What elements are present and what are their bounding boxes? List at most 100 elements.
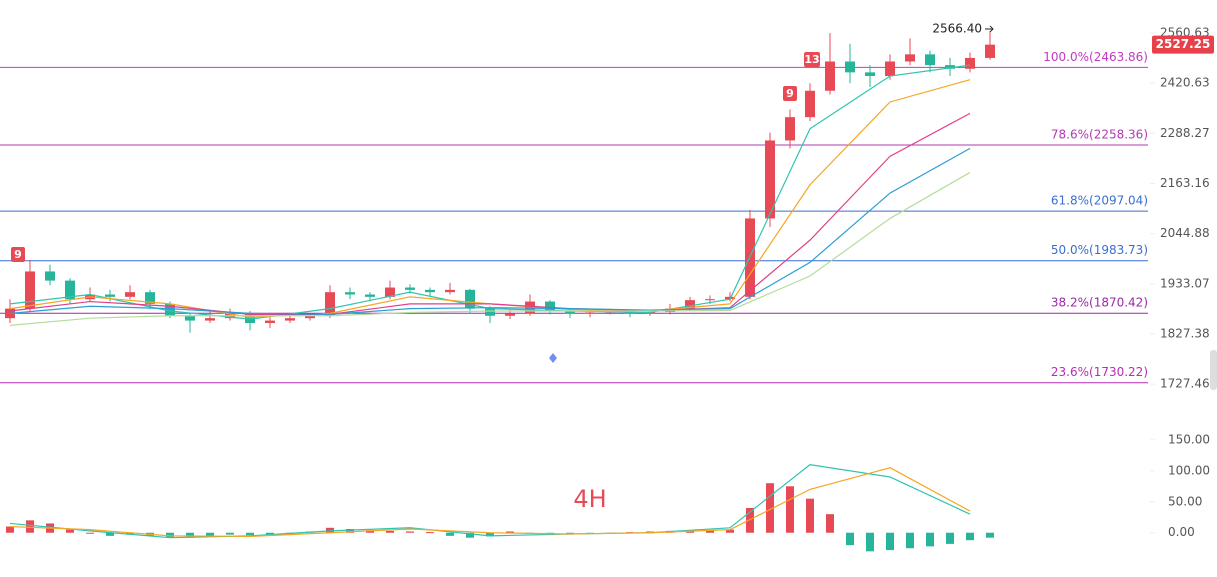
count-label: 9: [786, 87, 794, 100]
candle-body: [925, 54, 935, 66]
macd-bar: [886, 532, 894, 551]
macd-bar: [126, 532, 134, 535]
candle-body: [685, 300, 695, 309]
candle-body: [25, 271, 35, 309]
candle-body: [485, 308, 495, 316]
fib-label: 61.8%(2097.04): [1051, 194, 1148, 208]
count-label: 9: [14, 248, 22, 261]
macd-line: [9, 463, 971, 539]
candle-body: [205, 318, 215, 321]
candle-body: [445, 289, 455, 293]
macd-bar: [66, 529, 74, 533]
candle-body: [345, 292, 355, 295]
moving-average: [9, 64, 971, 320]
macd-bar: [946, 532, 954, 544]
high-arrow: [985, 25, 994, 33]
moving-average: [9, 147, 971, 315]
candle-body: [185, 315, 195, 321]
candle-body: [705, 299, 715, 301]
candle-body: [365, 294, 375, 297]
candle-body: [905, 54, 915, 62]
candle-body: [865, 72, 875, 77]
macd-bar: [726, 529, 734, 533]
moving-average: [9, 112, 971, 315]
count-badge: [804, 52, 820, 67]
candle-body: [245, 313, 255, 323]
y-tick-label: 50.00: [1168, 494, 1202, 508]
macd-bar: [106, 532, 114, 536]
candle-body: [965, 57, 975, 69]
macd-bar: [766, 483, 774, 533]
candle-body: [405, 287, 415, 290]
count-badge: [783, 86, 797, 101]
macd-bar: [846, 532, 854, 546]
macd-bar: [166, 532, 174, 538]
cursor-marker: [549, 353, 557, 363]
candle-body: [765, 140, 775, 219]
y-tick-label: 2163.16: [1160, 176, 1210, 190]
macd-bar: [426, 532, 434, 534]
y-tick-label: 1827.38: [1160, 326, 1210, 340]
macd-bar: [566, 532, 574, 534]
macd-bar: [446, 532, 454, 536]
macd-bar: [226, 532, 234, 535]
macd-bar: [966, 532, 974, 541]
fib-label: 38.2%(1870.42): [1051, 296, 1148, 310]
macd-bar: [366, 530, 374, 533]
candle-body: [945, 65, 955, 69]
y-tick-label: 150.00: [1168, 432, 1210, 446]
candle-body: [65, 280, 75, 300]
macd-bar: [6, 526, 14, 533]
fib-label: 78.6%(2258.36): [1051, 128, 1148, 142]
macd-bar: [686, 530, 694, 533]
candle-body: [805, 90, 815, 118]
macd-bar: [266, 532, 274, 535]
macd-bar: [826, 514, 834, 533]
macd-bar: [326, 527, 334, 533]
macd-bar: [906, 532, 914, 549]
macd-bar: [406, 531, 414, 533]
candle-body: [45, 271, 55, 281]
candle-body: [285, 318, 295, 321]
candle-body: [265, 320, 275, 323]
macd-bar: [26, 520, 34, 533]
last-price-tag: [1152, 35, 1214, 54]
macd-bar: [706, 530, 714, 533]
macd-bar: [866, 532, 874, 552]
macd-bar: [186, 532, 194, 538]
y-tick-label: 100.00: [1168, 463, 1210, 477]
candle-body: [825, 61, 835, 91]
macd-bar: [206, 532, 214, 536]
candle-body: [585, 312, 595, 314]
y-tick-label: 1933.07: [1160, 276, 1210, 290]
candle-body: [885, 61, 895, 77]
macd-line: [9, 467, 971, 538]
macd-bar: [746, 507, 754, 533]
candle-body: [845, 61, 855, 73]
macd-bar: [246, 532, 254, 536]
candle-body: [465, 289, 475, 309]
macd-bar: [806, 498, 814, 533]
candle-body: [525, 301, 535, 314]
fib-label: 50.0%(1983.73): [1051, 243, 1148, 257]
candle-body: [985, 44, 995, 58]
candle-body: [545, 301, 555, 312]
macd-bar: [466, 532, 474, 538]
macd-bar: [986, 532, 994, 538]
y-tick-label: 2288.27: [1160, 126, 1210, 140]
macd-bar: [486, 532, 494, 537]
macd-bar: [86, 532, 94, 534]
macd-bar: [386, 530, 394, 533]
interval-watermark: 4H: [573, 485, 606, 513]
scroll-handle[interactable]: [1210, 350, 1217, 390]
macd-bar: [646, 531, 654, 533]
y-tick-label: 1727.46: [1160, 377, 1210, 391]
candle-body: [785, 117, 795, 141]
fib-label: 100.0%(2463.86): [1043, 50, 1148, 64]
y-tick-label: 2420.63: [1160, 76, 1210, 90]
candle-body: [505, 313, 515, 316]
last-price-label: 2527.25: [1156, 37, 1211, 51]
y-tick-label: 2044.88: [1160, 226, 1210, 240]
